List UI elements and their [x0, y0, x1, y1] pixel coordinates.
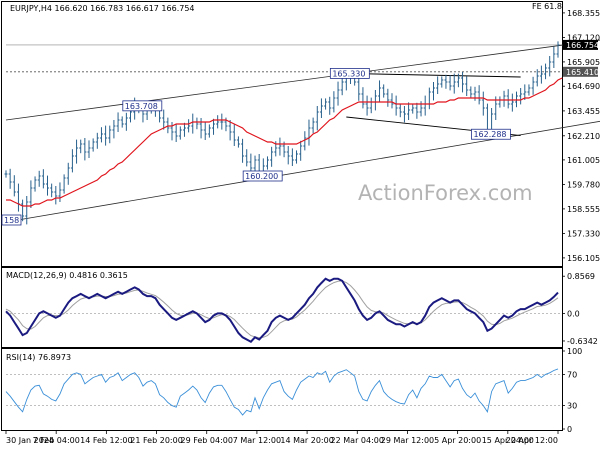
price-tag-0: 166.754 [566, 41, 599, 50]
price-panel-title: EURJPY,H4 166.620 166.783 166.617 166.75… [10, 4, 195, 13]
fe-level-label: FE 61.8 [532, 2, 562, 11]
xtick-4: 29 Feb 04:00 [180, 436, 232, 445]
trend-channel-lower [5, 120, 600, 223]
macd-ytick-2: -0.6342 [567, 337, 598, 346]
price-ytick-4: 163.455 [567, 107, 600, 116]
level-label-4: 158 [4, 216, 19, 225]
price-layer: 165.330 163.708 162.288 160.200 158 [1, 39, 600, 226]
xtick-3: 21 Feb 20:00 [130, 436, 182, 445]
rsi-ytick-1: 70 [567, 370, 577, 379]
xtick-10: 15 Apr 04:00 [482, 436, 534, 445]
xtick-8: 29 Mar 12:00 [381, 436, 434, 445]
xtick-2: 14 Feb 12:00 [80, 436, 132, 445]
price-ma-line [6, 77, 563, 207]
macd-panel-title: MACD(12,26,9) 0.4816 0.3615 [6, 271, 128, 280]
price-ytick-2: 165.905 [567, 58, 600, 67]
level-label-box-1 [122, 100, 163, 112]
level-label-box-2 [471, 128, 511, 140]
watermark: ActionForex.com [358, 181, 533, 205]
macd-layer [5, 277, 562, 343]
macd-panel-frame [1, 267, 563, 348]
rsi-layer [5, 368, 562, 416]
triangle-line-0 [346, 72, 521, 78]
macd-ytick-0: 0.8569 [567, 272, 595, 281]
rsi-panel-title: RSI(14) 76.8973 [6, 353, 71, 362]
price-ytick-10: 156.105 [567, 254, 600, 263]
rsi-ytick-3: 0 [567, 425, 572, 434]
xtick-9: 5 Apr 20:00 [434, 436, 481, 445]
price-panel-frame [1, 1, 563, 267]
level-label-box-3 [242, 170, 283, 182]
price-ytick-6: 161.005 [567, 156, 600, 165]
macd-signal-line [5, 280, 559, 339]
xtick-1: 7 Feb 04:00 [32, 436, 79, 445]
rsi-ytick-0: 100 [567, 347, 582, 356]
trend-channel-upper [5, 39, 600, 121]
rsi-panel-frame [1, 348, 563, 431]
price-ytick-5: 162.210 [567, 132, 600, 141]
xtick-11: 22 Apr 12:00 [506, 436, 558, 445]
xtick-0: 30 Jan 2024 [6, 436, 54, 445]
macd-line [5, 277, 559, 343]
price-ytick-7: 159.780 [567, 180, 600, 189]
price-tag-box-0 [563, 39, 598, 50]
price-tag-box-1 [563, 66, 598, 77]
level-label-box-4 [1, 214, 22, 226]
price-ytick-9: 157.330 [567, 229, 600, 238]
xtick-6: 14 Mar 20:00 [280, 436, 333, 445]
price-ytick-1: 167.120 [567, 34, 600, 43]
rsi-line [5, 368, 559, 416]
level-label-2: 162.288 [473, 130, 506, 139]
macd-ytick-1: 0.0 [567, 309, 580, 318]
level-label-1: 163.708 [125, 102, 158, 111]
xtick-7: 22 Mar 04:00 [331, 436, 384, 445]
level-label-0: 165.330 [332, 69, 365, 78]
rsi-ytick-2: 30 [567, 402, 577, 411]
price-ytick-8: 158.555 [567, 205, 600, 214]
level-label-box-0 [329, 68, 370, 79]
level-label-3: 160.200 [245, 172, 278, 181]
price-ytick-3: 164.690 [567, 82, 600, 91]
price-tag-1: 165.410 [566, 68, 599, 77]
axis-layer: 168.355 167.120 165.905 164.690 163.455 162.2… [5, 9, 600, 445]
price-ytick-0: 168.355 [567, 9, 600, 18]
xtick-5: 7 Mar 12:00 [233, 436, 281, 445]
